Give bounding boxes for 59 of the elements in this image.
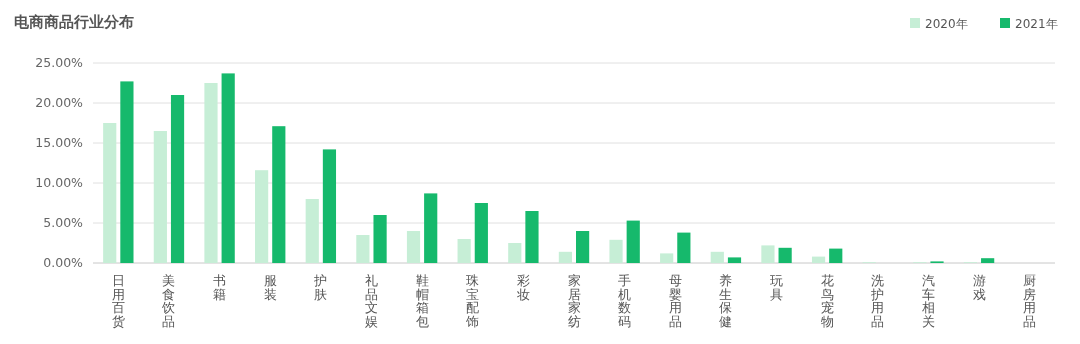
y-tick-label: 20.00% [35, 95, 84, 111]
x-tick-label: 礼品文娱 [364, 273, 378, 329]
x-tick-label: 厨房用品 [1023, 273, 1037, 329]
bar [120, 81, 134, 263]
bar [457, 239, 471, 263]
x-tick-label: 护肤 [313, 273, 328, 302]
bar [255, 170, 269, 263]
x-tick-label: 书籍 [213, 273, 227, 302]
bar [981, 258, 995, 263]
bar [609, 239, 623, 263]
bar [677, 232, 691, 263]
bar [558, 251, 572, 263]
x-tick-label: 洗护用品 [870, 273, 885, 329]
x-tick-label: 玩具 [770, 273, 784, 302]
bar [424, 193, 438, 263]
legend-label: 2021年 [1015, 16, 1058, 31]
bar [829, 248, 843, 263]
bar [153, 131, 167, 263]
x-tick-label: 家居家纺 [567, 273, 581, 329]
x-tick-label: 花鸟宠物 [820, 273, 834, 329]
y-tick-label: 0.00% [43, 255, 84, 271]
x-tick-label: 母婴用品 [668, 273, 682, 329]
bar [356, 235, 370, 263]
x-tick-label: 鞋帽箱包 [415, 273, 429, 329]
bar [103, 123, 117, 263]
y-tick-label: 10.00% [35, 175, 84, 191]
bar [576, 231, 590, 263]
y-tick-label: 5.00% [43, 215, 84, 231]
bar [660, 253, 674, 263]
bar [727, 257, 742, 263]
legend-label: 2020年 [925, 16, 968, 31]
x-tick-label: 手机数码 [618, 273, 632, 329]
x-tick-label: 彩妆 [516, 273, 530, 302]
x-tick-label: 养生保健 [719, 273, 733, 329]
x-tick-label: 美食饮品 [161, 273, 176, 329]
bar [626, 220, 640, 263]
x-tick-label: 汽车相关 [921, 273, 935, 329]
x-tick-label: 服装 [263, 273, 277, 302]
bar [272, 126, 286, 263]
bar [811, 256, 826, 263]
bar [221, 73, 235, 263]
bar [373, 215, 387, 263]
bar [778, 247, 792, 263]
chart-title: 电商商品行业分布 [14, 13, 134, 31]
bar [406, 231, 421, 263]
bar [761, 245, 775, 263]
x-tick-label: 珠宝配饰 [465, 273, 480, 329]
bar [474, 203, 488, 263]
bar [170, 95, 185, 263]
y-tick-label: 15.00% [35, 135, 84, 151]
bar [305, 199, 319, 263]
bar [710, 251, 724, 263]
x-tick-label: 日用百货 [111, 273, 125, 329]
y-tick-label: 25.00% [35, 55, 84, 71]
bar [322, 149, 337, 263]
bar [508, 243, 522, 263]
bar [525, 211, 539, 263]
bar [204, 83, 218, 263]
x-tick-label: 游戏 [972, 273, 986, 302]
